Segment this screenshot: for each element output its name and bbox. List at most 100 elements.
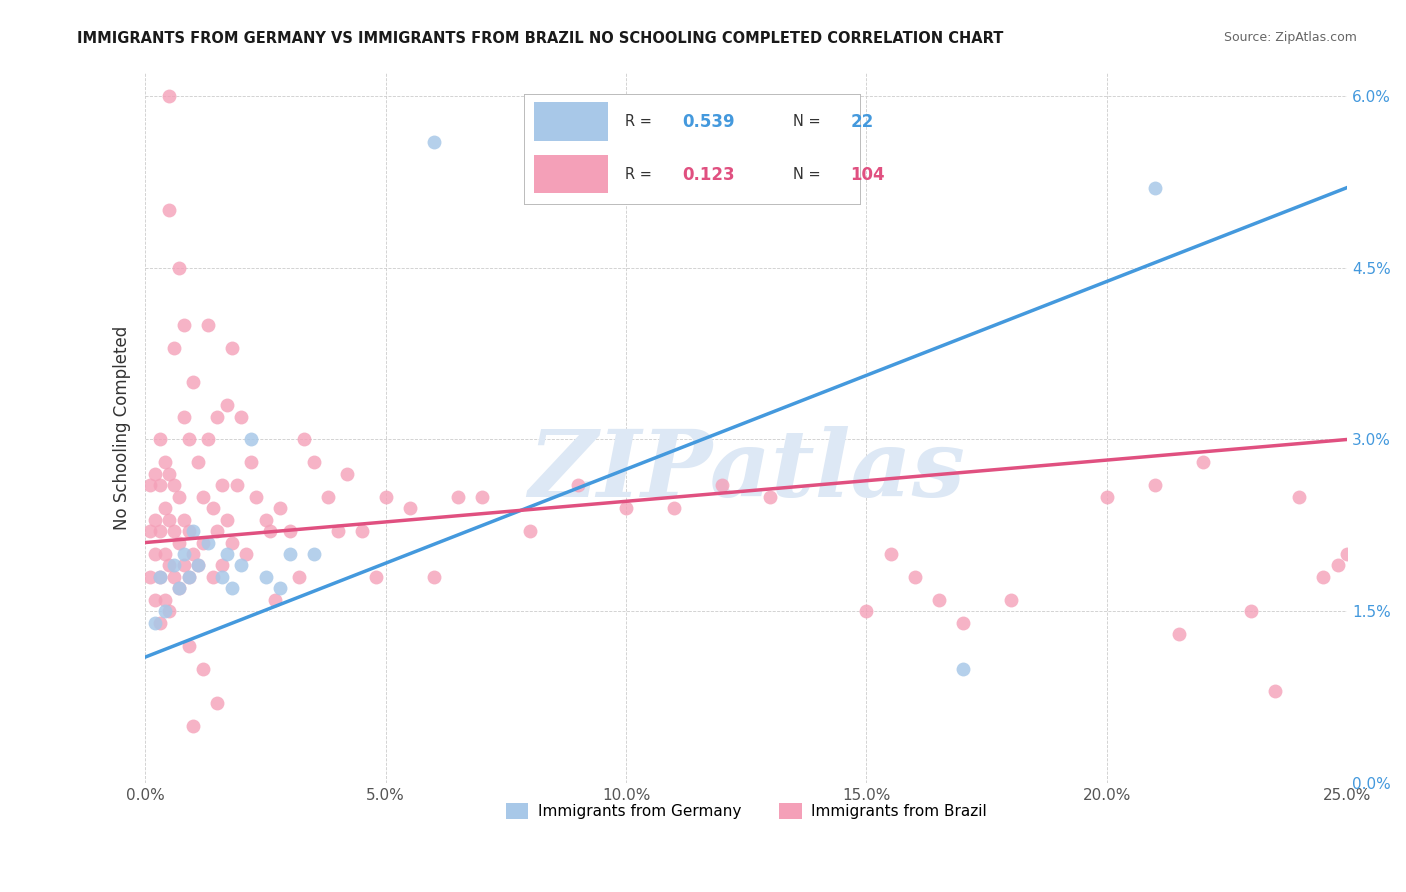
Point — [177, 570, 200, 584]
Point — [163, 570, 186, 584]
Point — [254, 570, 277, 584]
Point — [759, 490, 782, 504]
Point — [1326, 558, 1348, 573]
Point — [143, 615, 166, 630]
Point — [153, 604, 176, 618]
Point — [191, 661, 214, 675]
Point — [614, 501, 637, 516]
Point — [157, 88, 180, 103]
Point — [278, 547, 301, 561]
Point — [173, 558, 195, 573]
Point — [1264, 684, 1286, 698]
Point — [1336, 547, 1358, 561]
Point — [215, 547, 238, 561]
Point — [197, 433, 219, 447]
Point — [245, 490, 267, 504]
Point — [952, 661, 974, 675]
Point — [952, 615, 974, 630]
Point — [149, 570, 172, 584]
Point — [173, 318, 195, 332]
Point — [157, 467, 180, 481]
Point — [177, 433, 200, 447]
Point — [173, 409, 195, 424]
Point — [149, 433, 172, 447]
Point — [167, 582, 190, 596]
Point — [374, 490, 396, 504]
Point — [567, 478, 589, 492]
Point — [149, 524, 172, 538]
Point — [855, 604, 877, 618]
Point — [235, 547, 257, 561]
Point — [215, 513, 238, 527]
Point — [183, 547, 205, 561]
Point — [157, 513, 180, 527]
Point — [1143, 478, 1166, 492]
Point — [157, 203, 180, 218]
Point — [187, 558, 209, 573]
Point — [211, 478, 233, 492]
Point — [163, 524, 186, 538]
Point — [143, 592, 166, 607]
Point — [278, 524, 301, 538]
Point — [269, 501, 291, 516]
Point — [215, 398, 238, 412]
Point — [157, 604, 180, 618]
Point — [269, 582, 291, 596]
Point — [201, 501, 224, 516]
Point — [231, 409, 253, 424]
Point — [167, 490, 190, 504]
Point — [149, 570, 172, 584]
Point — [662, 501, 685, 516]
Point — [254, 513, 277, 527]
Point — [153, 501, 176, 516]
Point — [183, 524, 205, 538]
Point — [163, 341, 186, 355]
Point — [167, 260, 190, 275]
Point — [173, 513, 195, 527]
Point — [143, 513, 166, 527]
Point — [259, 524, 281, 538]
Point — [187, 455, 209, 469]
Point — [201, 570, 224, 584]
Point — [183, 375, 205, 389]
Point — [177, 524, 200, 538]
Point — [231, 558, 253, 573]
Point — [191, 535, 214, 549]
Point — [471, 490, 494, 504]
Point — [350, 524, 373, 538]
Point — [139, 524, 162, 538]
Point — [187, 558, 209, 573]
Point — [447, 490, 470, 504]
Point — [302, 547, 325, 561]
Point — [302, 455, 325, 469]
Point — [928, 592, 950, 607]
Point — [240, 455, 263, 469]
Point — [221, 341, 243, 355]
Point — [221, 582, 243, 596]
Point — [197, 318, 219, 332]
Point — [197, 535, 219, 549]
Point — [519, 524, 541, 538]
Point — [211, 570, 233, 584]
Point — [143, 547, 166, 561]
Point — [191, 490, 214, 504]
Point — [177, 639, 200, 653]
Point — [163, 558, 186, 573]
Point — [139, 478, 162, 492]
Text: IMMIGRANTS FROM GERMANY VS IMMIGRANTS FROM BRAZIL NO SCHOOLING COMPLETED CORRELA: IMMIGRANTS FROM GERMANY VS IMMIGRANTS FR… — [77, 31, 1004, 46]
Point — [225, 478, 247, 492]
Point — [139, 570, 162, 584]
Point — [153, 455, 176, 469]
Point — [149, 615, 172, 630]
Point — [1168, 627, 1191, 641]
Point — [153, 592, 176, 607]
Point — [163, 478, 186, 492]
Point — [207, 409, 229, 424]
Point — [423, 135, 446, 149]
Point — [316, 490, 339, 504]
Point — [1192, 455, 1215, 469]
Point — [1095, 490, 1118, 504]
Point — [1143, 180, 1166, 194]
Y-axis label: No Schooling Completed: No Schooling Completed — [114, 326, 131, 530]
Point — [149, 478, 172, 492]
